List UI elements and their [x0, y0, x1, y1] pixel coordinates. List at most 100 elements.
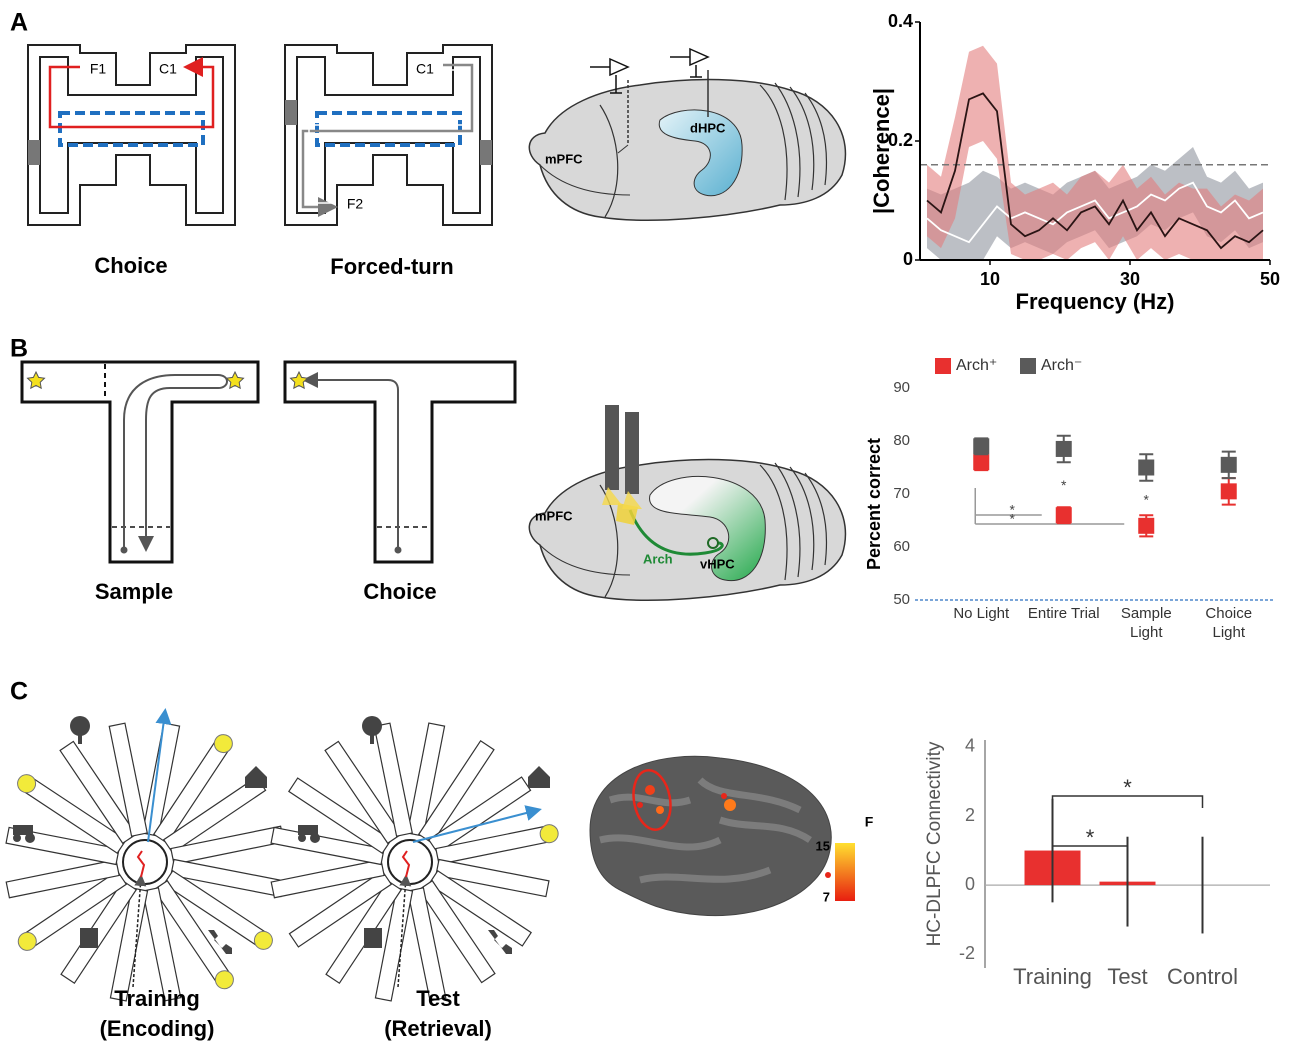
- caption: (Encoding): [100, 1016, 215, 1041]
- legend-label: Arch⁺: [956, 357, 997, 374]
- goal-marker: [539, 824, 559, 844]
- colorbar: [835, 843, 855, 901]
- maze-forced: C1 F2: [283, 43, 494, 227]
- x-tick-label: Control: [1167, 964, 1238, 989]
- x-tick-label: 50: [1260, 269, 1280, 289]
- y-axis-label: |Coherence|: [869, 88, 894, 214]
- significance-star: *: [1123, 775, 1132, 800]
- y-tick-label: 80: [893, 432, 910, 449]
- x-tick-label: Entire Trial: [1027, 605, 1100, 622]
- brain-label: Arch: [643, 551, 673, 566]
- y-tick-label: 60: [893, 538, 910, 555]
- colorbar-label: 7: [823, 889, 830, 904]
- maze-arm: [435, 858, 550, 898]
- caption: Training: [114, 986, 200, 1011]
- y-axis-label: HC-DLPFC Connectivity: [924, 741, 945, 946]
- point: [1220, 456, 1237, 473]
- x-axis-label: Frequency (Hz): [1016, 289, 1175, 314]
- legend-swatch: [935, 358, 951, 374]
- significance-star: *: [1010, 511, 1016, 527]
- maze-arm: [5, 859, 120, 899]
- maze-arm: [407, 887, 447, 1002]
- path-in: [132, 874, 147, 988]
- brain-label: dHPC: [690, 120, 726, 135]
- caption: Sample: [95, 579, 173, 604]
- maze-arm: [142, 887, 182, 1002]
- colorbar-label: 15: [816, 838, 830, 853]
- y-tick-label: -2: [959, 943, 975, 963]
- significance-star: *: [1086, 825, 1095, 850]
- point: [1055, 440, 1072, 457]
- confidence-band: [927, 45, 1263, 260]
- point: [1220, 483, 1237, 500]
- path-in: [397, 874, 412, 988]
- x-tick-label: Training: [1013, 964, 1092, 989]
- x-tick-label: Sample Light: [1120, 605, 1172, 641]
- radial-mazes: [5, 708, 559, 1002]
- y-tick-label: 0.2: [888, 130, 913, 150]
- cortex-map: [589, 755, 832, 917]
- caption: Choice: [363, 579, 436, 604]
- path-turn: [401, 850, 411, 878]
- maze-label: F1: [90, 61, 107, 77]
- maze-arm: [108, 722, 148, 837]
- cue-icons: [13, 716, 550, 954]
- significance-star: *: [1061, 477, 1067, 493]
- legend-label: Arch⁻: [1041, 357, 1082, 374]
- maze-label: F2: [347, 196, 364, 212]
- brain-label: mPFC: [545, 151, 583, 166]
- maze-choice: F1 C1: [26, 43, 237, 227]
- colorbar-title: F: [865, 814, 874, 830]
- significance-star: *: [1144, 491, 1150, 507]
- y-tick-label: 0.4: [888, 11, 913, 31]
- x-tick-label: Choice Light: [1205, 605, 1253, 641]
- legend-swatch: [1020, 358, 1036, 374]
- x-tick-label: 10: [980, 269, 1000, 289]
- point: [1138, 517, 1155, 534]
- y-tick-label: 0: [965, 874, 975, 894]
- significance-star: *: [1010, 502, 1016, 518]
- maze-arm: [324, 740, 402, 845]
- maze-hub: [387, 839, 433, 885]
- maze-hub: [122, 839, 168, 885]
- path-out: [412, 805, 542, 843]
- goal-marker: [213, 734, 233, 754]
- path-turn: [136, 850, 146, 878]
- point: [1055, 507, 1072, 524]
- maze-arm: [427, 776, 532, 854]
- brain-label: mPFC: [535, 508, 573, 523]
- t-maze: [283, 360, 517, 564]
- y-axis-label: Percent correct: [864, 438, 884, 570]
- brain-a: mPFC dHPC: [528, 47, 847, 221]
- caption: Forced-turn: [330, 254, 453, 279]
- y-tick-label: 90: [893, 379, 910, 396]
- y-tick-label: 4: [965, 736, 975, 756]
- brain-label: vHPC: [700, 556, 735, 571]
- x-tick-label: No Light: [953, 605, 1010, 622]
- bracket: [1051, 795, 1204, 808]
- panel-letter: A: [10, 9, 28, 37]
- brain-b: mPFC Arch vHPC: [528, 405, 847, 601]
- maze-arm: [418, 879, 496, 984]
- goal-marker: [17, 931, 37, 951]
- x-tick-label: Test: [1107, 964, 1147, 989]
- x-tick-label: 30: [1120, 269, 1140, 289]
- goal-marker: [17, 774, 37, 794]
- coherence-line: [926, 181, 1264, 244]
- y-tick-label: 2: [965, 805, 975, 825]
- maze-arm: [373, 722, 413, 837]
- reward-stars: [26, 370, 309, 390]
- maze-label: C1: [416, 61, 434, 77]
- point: [973, 454, 990, 471]
- maze-arm: [288, 870, 393, 948]
- panel-letter: B: [10, 335, 28, 363]
- goal-marker: [214, 970, 234, 990]
- path-out: [147, 708, 172, 843]
- y-tick-label: 0: [903, 249, 913, 269]
- caption: Choice: [94, 253, 167, 278]
- maze-label: C1: [159, 61, 177, 77]
- y-tick-label: 50: [893, 591, 910, 608]
- panel-letter: C: [10, 678, 28, 706]
